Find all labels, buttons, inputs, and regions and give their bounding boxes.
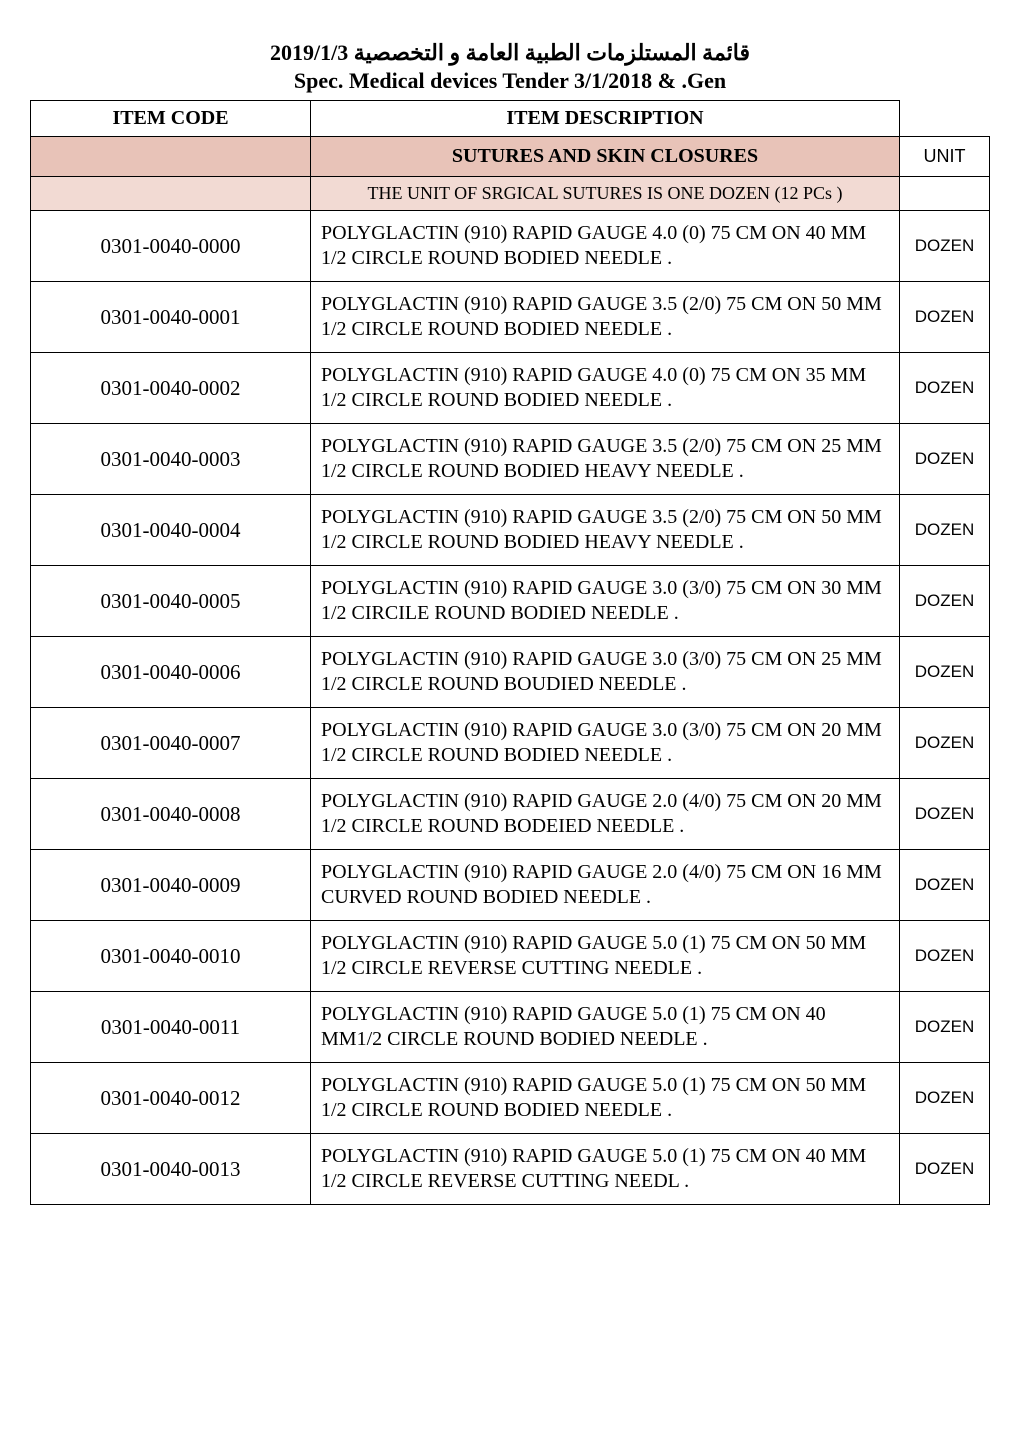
item-description: POLYGLACTIN (910) RAPID GAUGE 5.0 (1) 75…	[311, 921, 900, 992]
item-code: 0301-0040-0003	[31, 424, 311, 495]
item-description: POLYGLACTIN (910) RAPID GAUGE 2.0 (4/0) …	[311, 850, 900, 921]
item-unit: DOZEN	[900, 353, 990, 424]
item-code: 0301-0040-0001	[31, 282, 311, 353]
item-description: POLYGLACTIN (910) RAPID GAUGE 5.0 (1) 75…	[311, 992, 900, 1063]
item-unit: DOZEN	[900, 566, 990, 637]
item-code: 0301-0040-0005	[31, 566, 311, 637]
section-blank-left	[31, 137, 311, 177]
items-table: ITEM CODE ITEM DESCRIPTION SUTURES AND S…	[30, 100, 990, 1205]
item-description: POLYGLACTIN (910) RAPID GAUGE 3.5 (2/0) …	[311, 282, 900, 353]
table-row: 0301-0040-0010POLYGLACTIN (910) RAPID GA…	[31, 921, 990, 992]
item-description: POLYGLACTIN (910) RAPID GAUGE 4.0 (0) 75…	[311, 211, 900, 282]
item-unit: DOZEN	[900, 282, 990, 353]
table-row: 0301-0040-0007POLYGLACTIN (910) RAPID GA…	[31, 708, 990, 779]
header-unit-blank	[900, 101, 990, 137]
item-unit: DOZEN	[900, 211, 990, 282]
item-unit: DOZEN	[900, 1134, 990, 1205]
table-row: 0301-0040-0011POLYGLACTIN (910) RAPID GA…	[31, 992, 990, 1063]
page-titles: قائمة المستلزمات الطبية العامة و التخصصي…	[30, 40, 990, 94]
item-description: POLYGLACTIN (910) RAPID GAUGE 3.0 (3/0) …	[311, 566, 900, 637]
item-unit: DOZEN	[900, 992, 990, 1063]
item-description: POLYGLACTIN (910) RAPID GAUGE 5.0 (1) 75…	[311, 1063, 900, 1134]
item-description: POLYGLACTIN (910) RAPID GAUGE 5.0 (1) 75…	[311, 1134, 900, 1205]
title-english: Spec. Medical devices Tender 3/1/2018 & …	[30, 68, 990, 94]
table-row: 0301-0040-0009POLYGLACTIN (910) RAPID GA…	[31, 850, 990, 921]
item-description: POLYGLACTIN (910) RAPID GAUGE 3.0 (3/0) …	[311, 637, 900, 708]
item-code: 0301-0040-0002	[31, 353, 311, 424]
note-blank-right	[900, 177, 990, 211]
item-code: 0301-0040-0008	[31, 779, 311, 850]
table-row: 0301-0040-0012POLYGLACTIN (910) RAPID GA…	[31, 1063, 990, 1134]
header-item-code: ITEM CODE	[31, 101, 311, 137]
item-code: 0301-0040-0000	[31, 211, 311, 282]
item-unit: DOZEN	[900, 921, 990, 992]
item-code: 0301-0040-0010	[31, 921, 311, 992]
header-row: ITEM CODE ITEM DESCRIPTION	[31, 101, 990, 137]
note-blank-left	[31, 177, 311, 211]
item-unit: DOZEN	[900, 424, 990, 495]
title-arabic: قائمة المستلزمات الطبية العامة و التخصصي…	[30, 40, 990, 66]
item-unit: DOZEN	[900, 1063, 990, 1134]
section-unit-header: UNIT	[900, 137, 990, 177]
table-row: 0301-0040-0005POLYGLACTIN (910) RAPID GA…	[31, 566, 990, 637]
item-description: POLYGLACTIN (910) RAPID GAUGE 3.5 (2/0) …	[311, 424, 900, 495]
header-item-desc: ITEM DESCRIPTION	[311, 101, 900, 137]
section-title: SUTURES AND SKIN CLOSURES	[311, 137, 900, 177]
table-row: 0301-0040-0004POLYGLACTIN (910) RAPID GA…	[31, 495, 990, 566]
section-row: SUTURES AND SKIN CLOSURES UNIT	[31, 137, 990, 177]
item-code: 0301-0040-0013	[31, 1134, 311, 1205]
table-row: 0301-0040-0000POLYGLACTIN (910) RAPID GA…	[31, 211, 990, 282]
table-row: 0301-0040-0001POLYGLACTIN (910) RAPID GA…	[31, 282, 990, 353]
item-unit: DOZEN	[900, 495, 990, 566]
table-row: 0301-0040-0013POLYGLACTIN (910) RAPID GA…	[31, 1134, 990, 1205]
item-code: 0301-0040-0006	[31, 637, 311, 708]
item-description: POLYGLACTIN (910) RAPID GAUGE 3.5 (2/0) …	[311, 495, 900, 566]
table-row: 0301-0040-0002POLYGLACTIN (910) RAPID GA…	[31, 353, 990, 424]
table-row: 0301-0040-0008POLYGLACTIN (910) RAPID GA…	[31, 779, 990, 850]
table-row: 0301-0040-0003POLYGLACTIN (910) RAPID GA…	[31, 424, 990, 495]
note-row: THE UNIT OF SRGICAL SUTURES IS ONE DOZEN…	[31, 177, 990, 211]
item-code: 0301-0040-0009	[31, 850, 311, 921]
item-code: 0301-0040-0011	[31, 992, 311, 1063]
item-code: 0301-0040-0007	[31, 708, 311, 779]
item-description: POLYGLACTIN (910) RAPID GAUGE 3.0 (3/0) …	[311, 708, 900, 779]
item-unit: DOZEN	[900, 708, 990, 779]
table-row: 0301-0040-0006POLYGLACTIN (910) RAPID GA…	[31, 637, 990, 708]
item-unit: DOZEN	[900, 637, 990, 708]
item-unit: DOZEN	[900, 850, 990, 921]
item-description: POLYGLACTIN (910) RAPID GAUGE 2.0 (4/0) …	[311, 779, 900, 850]
item-code: 0301-0040-0004	[31, 495, 311, 566]
item-unit: DOZEN	[900, 779, 990, 850]
item-code: 0301-0040-0012	[31, 1063, 311, 1134]
item-description: POLYGLACTIN (910) RAPID GAUGE 4.0 (0) 75…	[311, 353, 900, 424]
note-text: THE UNIT OF SRGICAL SUTURES IS ONE DOZEN…	[311, 177, 900, 211]
